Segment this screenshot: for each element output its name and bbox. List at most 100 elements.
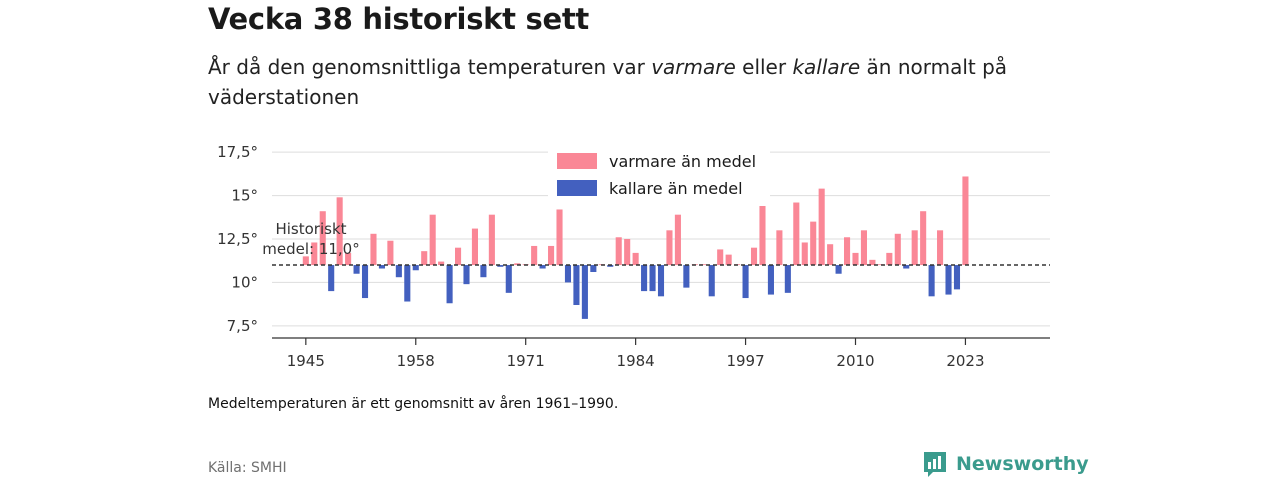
reference-label-line2: medel: 11,0° (262, 240, 359, 258)
bar-warm (336, 197, 343, 266)
bar-cold (607, 265, 614, 267)
bar-warm (438, 261, 445, 266)
subtitle-text-3: än normalt på väderstationen (208, 55, 1008, 109)
bar-warm (429, 214, 436, 266)
bar-cold (539, 265, 546, 269)
bar-warm (962, 176, 969, 266)
bar-cold (903, 265, 910, 269)
bar-warm (632, 252, 639, 266)
bar-warm (937, 230, 944, 266)
bar-warm (776, 230, 783, 266)
source-label: Källa: SMHI (208, 460, 287, 476)
bar-warm (387, 240, 394, 266)
bar-cold (641, 265, 648, 292)
bar-cold (412, 265, 419, 271)
x-ticks: 1945 1958 1971 1984 1997 2010 2023 (287, 338, 985, 370)
bar-cold (742, 265, 749, 299)
bar-warm (852, 252, 859, 266)
bar-cold (361, 265, 369, 299)
bar-cold (953, 265, 961, 290)
newsworthy-logo-icon (924, 452, 946, 477)
bar-cold (378, 265, 385, 269)
bar-warm (488, 214, 495, 266)
bar-warm (810, 221, 817, 266)
bar-warm (311, 242, 318, 266)
bar-warm (877, 264, 884, 266)
bar-cold (395, 265, 402, 278)
bar-cold (480, 265, 487, 278)
bar-warm (421, 251, 428, 266)
y-tick-label: 12,5° (217, 230, 258, 248)
bar-warm (911, 230, 918, 266)
bar-warm (717, 249, 724, 266)
bar-warm (531, 245, 538, 266)
bar-cold (683, 265, 690, 288)
bar-cold (581, 265, 588, 319)
bar-cold (404, 265, 411, 302)
bar-warm (827, 244, 834, 266)
bar-cold (328, 265, 335, 292)
bar-warm (319, 211, 326, 266)
bar-warm (860, 230, 868, 266)
subtitle-cold-word: kallare (792, 55, 861, 79)
bar-warm (514, 263, 521, 266)
chart-title: Vecka 38 historiskt sett (208, 2, 589, 36)
bar-cold (708, 265, 715, 297)
y-tick-label: 17,5° (217, 143, 258, 161)
bar-warm (843, 237, 851, 266)
x-tick-label: 1984 (617, 352, 655, 370)
bar-cold (835, 265, 842, 274)
x-tick-label: 1971 (507, 352, 545, 370)
bar-cold (590, 265, 597, 272)
bars (302, 171, 969, 319)
bar-cold (564, 265, 572, 283)
bar-warm (454, 247, 462, 266)
bar-cold (497, 265, 504, 267)
legend-swatch-cold (557, 180, 597, 196)
bar-warm (302, 256, 309, 266)
bar-warm (674, 214, 681, 266)
bar-warm (471, 228, 479, 266)
footnote: Medeltemperaturen är ett genomsnitt av å… (208, 396, 619, 412)
y-tick-label: 15° (231, 187, 258, 205)
bar-cold (446, 265, 453, 304)
bar-warm (624, 239, 631, 266)
bar-warm (920, 211, 927, 266)
y-tick-label: 10° (231, 273, 258, 291)
bar-warm (345, 252, 352, 266)
bar-warm (548, 245, 555, 266)
bar-warm (556, 209, 563, 266)
brand-name: Newsworthy (956, 453, 1089, 475)
bar-warm (759, 171, 766, 266)
x-tick-label: 2023 (946, 352, 984, 370)
bar-cold (784, 265, 791, 293)
legend: varmare än medel kallare än medel (548, 148, 770, 206)
x-tick-label: 2010 (836, 352, 874, 370)
bar-warm (750, 247, 758, 266)
y-tick-labels: 7,5° 10° 12,5° 15° 17,5° (217, 143, 258, 335)
bar-cold (573, 265, 580, 305)
bar-warm (725, 254, 732, 266)
chart-subtitle: År då den genomsnittliga temperaturen va… (208, 52, 1038, 112)
legend-label-warm: varmare än medel (609, 152, 756, 171)
bar-warm (370, 233, 377, 266)
bar-warm (894, 233, 901, 266)
bar-warm (886, 252, 893, 266)
bar-warm (793, 202, 800, 266)
legend-swatch-warm (557, 153, 597, 169)
bar-warm (615, 237, 622, 266)
legend-label-cold: kallare än medel (609, 179, 743, 198)
bar-warm (818, 188, 825, 266)
subtitle-text-1: År då den genomsnittliga temperaturen va… (208, 55, 652, 79)
brand-logo[interactable]: Newsworthy (922, 450, 1089, 478)
bar-cold (657, 265, 665, 297)
bar-warm (700, 264, 707, 266)
reference-label-line1: Historiskt (275, 220, 346, 238)
y-tick-label: 7,5° (227, 317, 258, 335)
x-tick-label: 1958 (397, 352, 435, 370)
bar-warm (869, 259, 876, 266)
bar-cold (945, 265, 952, 295)
bar-warm (801, 242, 808, 266)
subtitle-text-2: eller (735, 55, 793, 79)
